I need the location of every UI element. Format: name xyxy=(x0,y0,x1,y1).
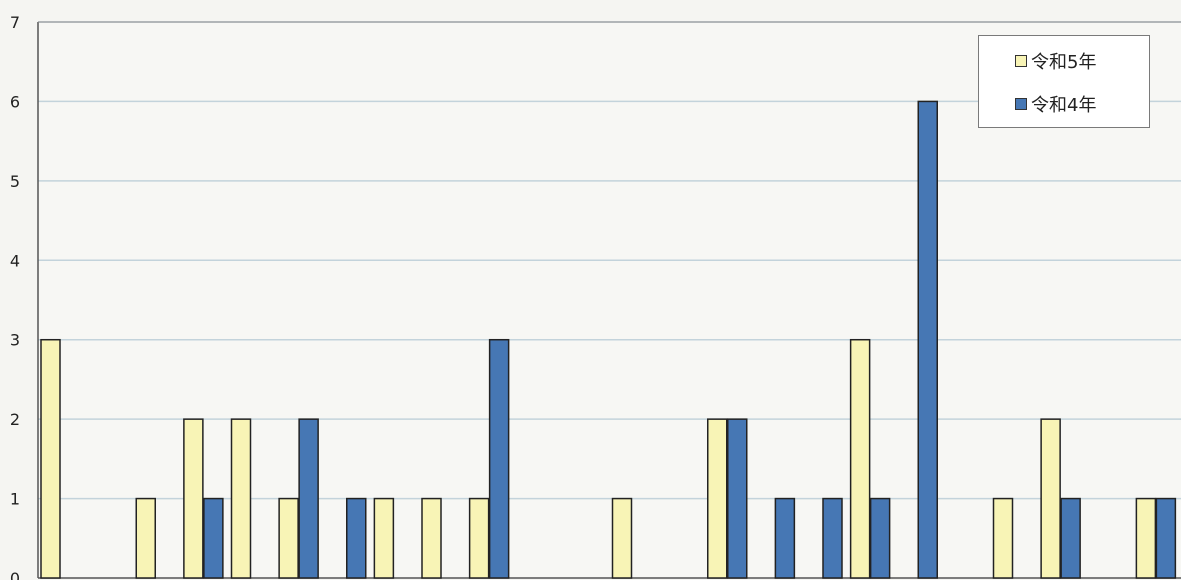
bar-series-1 xyxy=(611,497,633,579)
bar-series-1 xyxy=(849,338,871,579)
y-tick-label: 6 xyxy=(10,92,20,111)
bar-series-1 xyxy=(468,497,490,579)
legend-item-series-2: 令和4年 xyxy=(1015,93,1097,116)
legend-label-series-1: 令和5年 xyxy=(1031,52,1097,73)
y-tick-label: 3 xyxy=(10,331,20,350)
bar-series-1 xyxy=(183,418,204,579)
bar-series-2 xyxy=(298,418,319,579)
bar-series-1 xyxy=(992,497,1014,579)
bar-series-2 xyxy=(488,338,510,579)
y-tick-label: 2 xyxy=(10,410,20,429)
bar-series-1 xyxy=(421,497,442,579)
bar-series-2 xyxy=(822,497,843,579)
y-tick-label: 0 xyxy=(10,569,20,580)
bar-series-2 xyxy=(346,497,367,579)
y-tick-label: 4 xyxy=(10,251,20,270)
bar-series-2 xyxy=(1060,497,1081,579)
bar-series-1 xyxy=(707,418,728,579)
bar-series-1 xyxy=(40,338,61,579)
bar-series-2 xyxy=(1155,497,1177,579)
bar-series-2 xyxy=(774,497,796,579)
bar-series-1 xyxy=(373,497,395,579)
bar-series-1 xyxy=(230,418,252,579)
bar-series-2 xyxy=(917,100,938,579)
y-tick-label: 7 xyxy=(10,13,20,32)
bar-series-2 xyxy=(869,497,891,579)
bar-series-1 xyxy=(278,497,299,579)
bar-series-2 xyxy=(203,497,224,579)
legend-swatch-series-1 xyxy=(1015,55,1027,67)
legend-item-series-1: 令和5年 xyxy=(1015,50,1097,73)
bar-series-1 xyxy=(1040,418,1061,579)
y-tick-label: 1 xyxy=(10,490,20,509)
bar-series-2 xyxy=(727,418,748,579)
legend-swatch-series-2 xyxy=(1015,98,1027,110)
bar-series-1 xyxy=(135,497,156,579)
legend-label-series-2: 令和4年 xyxy=(1031,95,1097,116)
chart-legend: 令和5年 令和4年 xyxy=(978,35,1150,128)
bar-series-1 xyxy=(1135,497,1157,579)
y-tick-label: 5 xyxy=(10,172,20,191)
